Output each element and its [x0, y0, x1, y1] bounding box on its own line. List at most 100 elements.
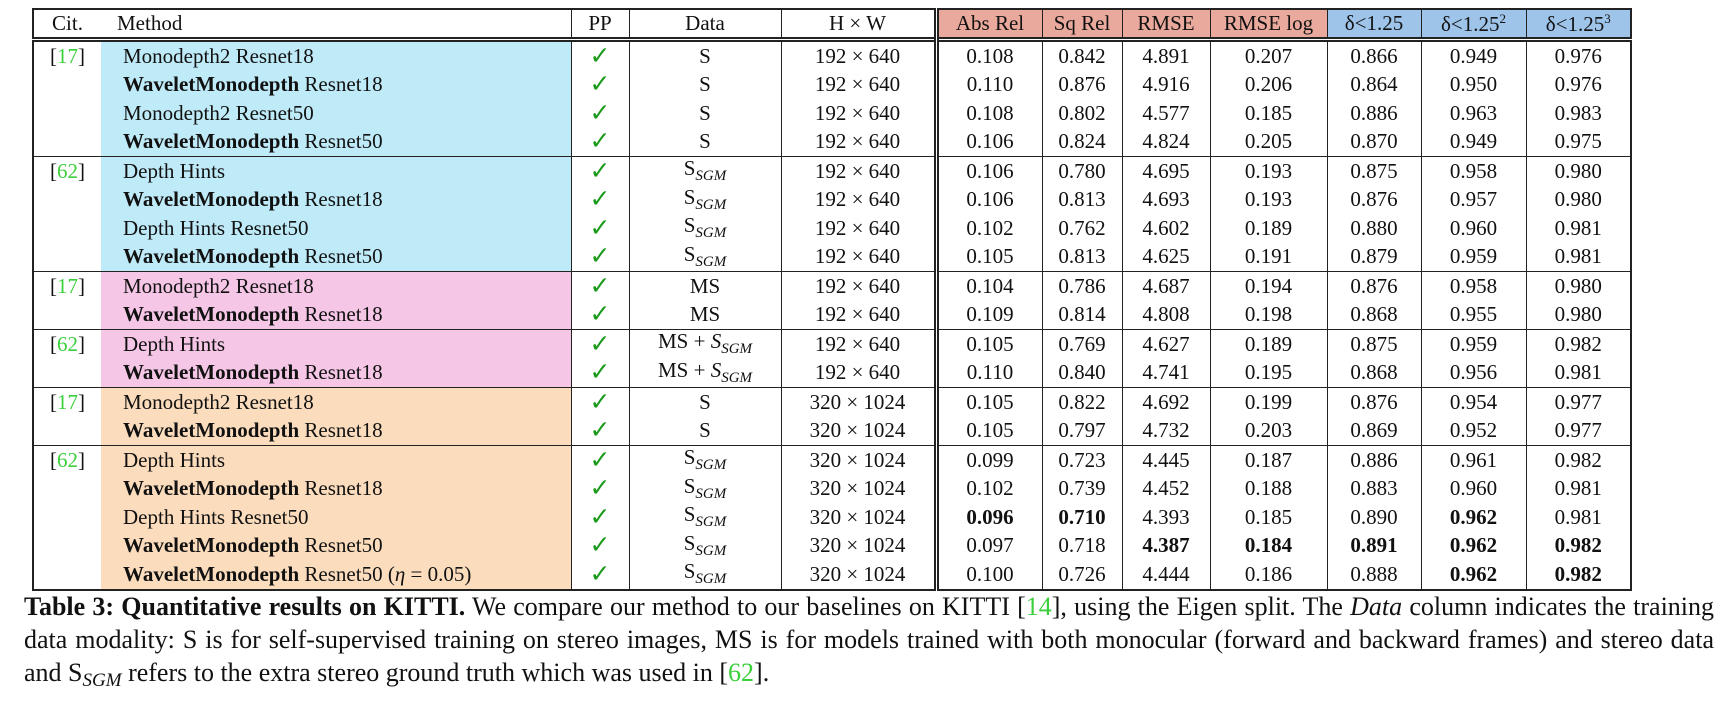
- sq-rel-cell: 0.726: [1041, 560, 1122, 591]
- citation-cell: [32, 127, 101, 157]
- resolution-cell: 192 × 640: [780, 99, 939, 128]
- data-value: S: [683, 560, 696, 584]
- d2-cell: 0.962: [1420, 560, 1526, 591]
- check-icon: ✓: [589, 560, 611, 588]
- pp-check-icon: ✓: [570, 127, 629, 157]
- table-row: WaveletMonodepth Resnet18 ✓ SSGM 320 × 1024…: [32, 474, 1632, 503]
- sq-rel-cell: 0.718: [1041, 531, 1122, 560]
- data-value: S: [699, 418, 711, 443]
- data-value: S: [699, 100, 711, 125]
- rmse-cell: 4.627: [1121, 329, 1210, 359]
- d2-cell: 0.959: [1420, 329, 1526, 359]
- d1-cell: 0.868: [1326, 300, 1421, 330]
- rmse-log-cell: 0.205: [1209, 127, 1327, 157]
- d1-cell: 0.890: [1326, 503, 1421, 532]
- table-row: WaveletMonodepth Resnet50 ✓ SSGM 320 × 1024…: [32, 531, 1632, 560]
- method-cell: WaveletMonodepth Resnet50: [101, 127, 571, 157]
- abs-rel-cell: 0.105: [966, 418, 1014, 443]
- citation-cell: [32, 503, 101, 532]
- method-name-bold: WaveletMonodepth: [123, 418, 300, 443]
- method-name: Resnet18: [299, 476, 383, 501]
- resolution-value: 192 × 640: [814, 244, 901, 269]
- data-value: S: [683, 242, 696, 266]
- sq-rel-cell: 0.786: [1041, 271, 1122, 301]
- caption-ref-14[interactable]: 14: [1025, 592, 1052, 621]
- citation-link[interactable]: 17: [57, 389, 78, 414]
- pp-check-icon: ✓: [570, 242, 629, 272]
- method-name-bold: WaveletMonodepth: [123, 533, 300, 558]
- abs-rel-cell: 0.099: [936, 445, 1042, 475]
- method-name-bold: WaveletMonodepth: [123, 561, 300, 586]
- abs-rel-cell: 0.106: [966, 129, 1014, 154]
- citation-cell: [32, 70, 101, 99]
- abs-rel-cell: 0.102: [966, 215, 1014, 240]
- citation-link[interactable]: 62: [57, 447, 78, 472]
- d1-cell: 0.868: [1326, 358, 1421, 388]
- citation-cell: [32, 214, 101, 243]
- d2-cell: 0.962: [1420, 531, 1526, 560]
- method-name-bold: WaveletMonodepth: [123, 360, 300, 385]
- d1-cell: 0.883: [1326, 474, 1421, 503]
- method-name: Resnet50: [299, 533, 383, 558]
- header-rmse: RMSE: [1121, 8, 1210, 41]
- sq-rel-cell: 0.802: [1041, 99, 1122, 128]
- resolution-value: 320 × 1024: [809, 504, 906, 529]
- citation-link[interactable]: 62: [57, 331, 78, 356]
- d3-cell: 0.981: [1525, 474, 1632, 503]
- data-cell: S: [628, 99, 781, 128]
- d1-cell: 0.876: [1326, 271, 1421, 301]
- d1-cell: 0.870: [1326, 127, 1421, 157]
- abs-rel-cell: 0.110: [966, 72, 1014, 97]
- data-value: S: [683, 503, 696, 527]
- citation-cell: [32, 416, 101, 446]
- rmse-cell: 4.808: [1121, 300, 1210, 330]
- caption-ref-62[interactable]: 62: [728, 658, 755, 687]
- caption-text-4: refers to the extra stereo ground truth …: [121, 658, 729, 687]
- d1-cell: 0.876: [1326, 185, 1421, 214]
- table-row: WaveletMonodepth Resnet18 ✓ SSGM 192 × 640 0…: [32, 185, 1632, 214]
- resolution-cell: 192 × 640: [780, 214, 939, 243]
- d2-cell: 0.961: [1420, 445, 1526, 475]
- header-delta2-text: δ<1.25: [1441, 12, 1500, 36]
- data-cell: S: [628, 416, 781, 446]
- method-name: Depth Hints Resnet50: [123, 504, 309, 529]
- citation-cell: [32, 99, 101, 128]
- d3-cell: 0.980: [1525, 271, 1632, 301]
- citation-cell: [17]: [32, 387, 101, 417]
- rmse-log-cell: 0.187: [1209, 445, 1327, 475]
- citation-link[interactable]: 17: [57, 273, 78, 298]
- resolution-cell: 320 × 1024: [780, 445, 939, 475]
- method-name: Resnet50 (: [299, 561, 395, 586]
- citation-link[interactable]: 17: [57, 43, 78, 68]
- data-value: S: [699, 72, 711, 97]
- method-name: Depth Hints: [123, 331, 226, 356]
- sq-rel-cell: 0.822: [1041, 387, 1122, 417]
- resolution-value: 192 × 640: [814, 100, 901, 125]
- pp-check-icon: ✓: [570, 329, 629, 359]
- resolution-cell: 320 × 1024: [780, 503, 939, 532]
- data-cell: MS: [628, 300, 781, 330]
- rmse-cell: 4.444: [1121, 560, 1210, 591]
- check-icon: ✓: [589, 157, 611, 185]
- resolution-value: 192 × 640: [814, 331, 901, 356]
- abs-rel-cell: 0.105: [936, 329, 1042, 359]
- sq-rel-cell: 0.769: [1041, 329, 1122, 359]
- citation-link[interactable]: 62: [57, 158, 78, 183]
- d1-cell: 0.880: [1326, 214, 1421, 243]
- data-value: S: [683, 531, 696, 555]
- table-row: [62] Depth Hints ✓ SSGM 320 × 1024 0.099 0.723…: [32, 445, 1632, 475]
- citation-cell: [32, 474, 101, 503]
- rmse-log-cell: 0.185: [1209, 503, 1327, 532]
- d2-cell: 0.950: [1420, 70, 1526, 99]
- data-italic: S: [710, 358, 722, 382]
- citation-cell: [32, 560, 101, 591]
- rmse-cell: 4.891: [1121, 37, 1210, 71]
- resolution-value: 320 × 1024: [809, 476, 906, 501]
- caption-text-1: We compare our method to our baselines o…: [465, 592, 1026, 621]
- data-cell: S: [628, 70, 781, 99]
- abs-rel-cell: 0.108: [966, 100, 1014, 125]
- header-cit: Cit.: [32, 8, 101, 41]
- citation-cell: [32, 242, 101, 272]
- resolution-cell: 192 × 640: [780, 300, 939, 330]
- resolution-cell: 192 × 640: [780, 242, 939, 272]
